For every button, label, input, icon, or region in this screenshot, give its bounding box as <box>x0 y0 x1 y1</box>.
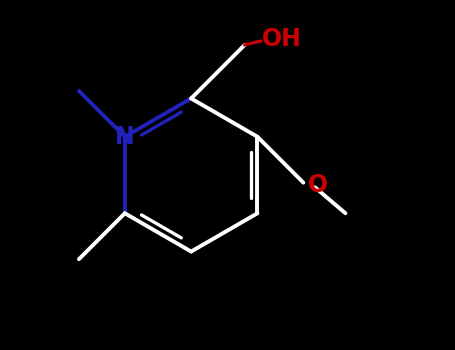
Text: O: O <box>308 173 329 197</box>
Text: N: N <box>115 125 135 149</box>
Text: OH: OH <box>262 27 302 51</box>
